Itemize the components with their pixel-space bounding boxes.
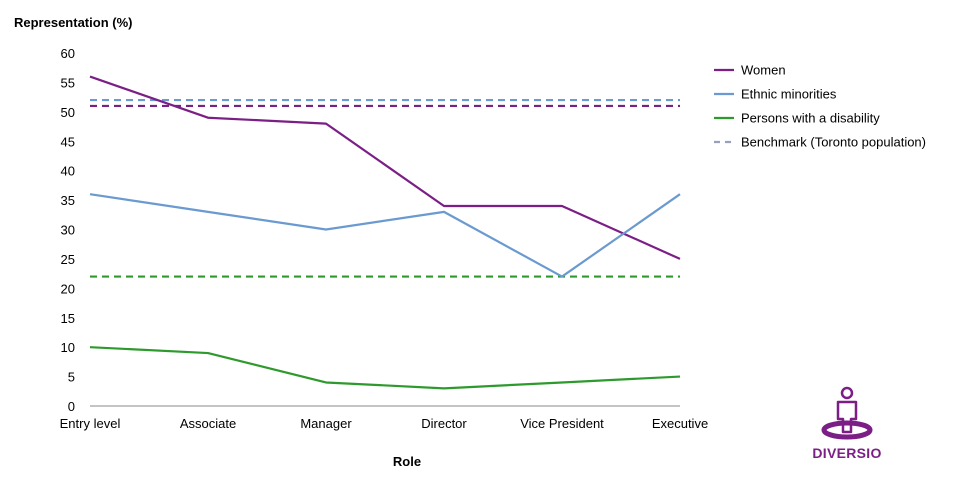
y-tick-label: 40 [61,164,75,179]
y-axis-title: Representation (%) [14,15,132,30]
benchmark-lines [90,98,680,278]
y-tick-label: 35 [61,193,75,208]
logo-wordmark: DIVERSIO [812,445,881,461]
series-lines [89,75,681,390]
legend-label: Women [741,63,786,78]
series-line [89,193,681,278]
diversio-logo: DIVERSIO [812,386,881,461]
y-tick-label: 60 [61,46,75,61]
y-tick-label: 45 [61,134,75,149]
x-tick-label: Manager [300,416,352,431]
x-tick-label: Executive [652,416,708,431]
person-target-icon [821,386,873,440]
y-tick-label: 55 [61,75,75,90]
y-tick-label: 25 [61,252,75,267]
y-tick-label: 10 [61,340,75,355]
x-tick-label: Entry level [60,416,121,431]
series-line [89,75,681,260]
series-line [89,346,681,390]
x-tick-label: Associate [180,416,236,431]
y-tick-label: 0 [68,399,75,414]
x-axis-ticks: Entry level Associate Manager Director Vice … [60,416,709,431]
y-tick-label: 20 [61,281,75,296]
x-axis-title: Role [393,454,421,469]
legend-label: Persons with a disability [741,111,880,126]
legend-label: Benchmark (Toronto population) [741,135,926,150]
legend: Women Ethnic minorities Persons with a dis… [714,63,926,150]
legend-label: Ethnic minorities [741,87,837,102]
y-tick-label: 30 [61,223,75,238]
x-tick-label: Director [421,416,467,431]
y-axis-ticks: 0 5 10 15 20 25 30 35 40 45 50 55 60 [61,46,75,414]
x-tick-label: Vice President [520,416,604,431]
y-tick-label: 15 [61,311,75,326]
y-tick-label: 50 [61,105,75,120]
y-tick-label: 5 [68,370,75,385]
